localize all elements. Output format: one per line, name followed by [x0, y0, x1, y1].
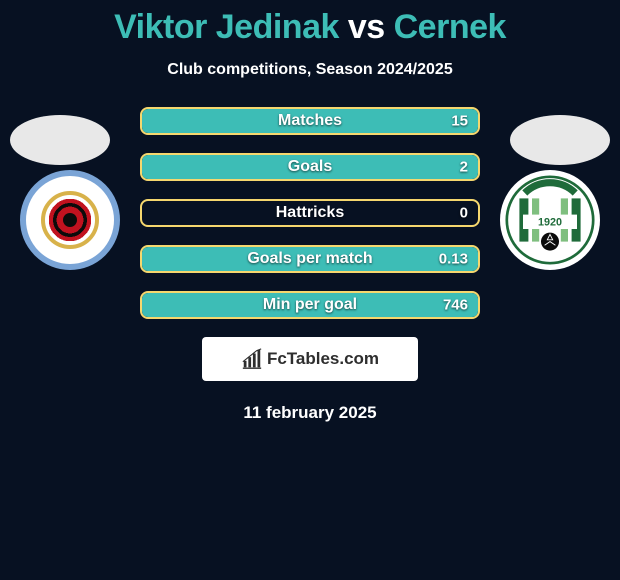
stat-bar: Goals per match 0.13	[140, 245, 480, 273]
subtitle: Club competitions, Season 2024/2025	[0, 61, 620, 79]
stat-label: Goals	[288, 158, 332, 176]
stat-value-right: 0	[460, 205, 468, 222]
date-label: 11 february 2025	[0, 403, 620, 423]
page-title: Viktor Jedinak vs Cernek	[0, 0, 620, 47]
stat-row: Matches 15	[0, 107, 620, 135]
stat-row: Goals per match 0.13	[0, 245, 620, 273]
stat-bar: Goals 2	[140, 153, 480, 181]
stat-value-right: 15	[451, 113, 468, 130]
stat-row: Min per goal 746	[0, 291, 620, 319]
brand-badge: FcTables.com	[202, 337, 418, 381]
player2-name: Cernek	[394, 8, 506, 46]
stat-bar: Matches 15	[140, 107, 480, 135]
stat-bar: Hattricks 0	[140, 199, 480, 227]
stat-bar: Min per goal 746	[140, 291, 480, 319]
stat-row: Hattricks 0	[0, 199, 620, 227]
stat-value-right: 0.13	[439, 251, 468, 268]
stats-panel: Matches 15 Goals 2 Hattricks 0 Goals per match…	[0, 107, 620, 319]
stat-label: Min per goal	[263, 296, 357, 314]
stat-value-right: 746	[443, 297, 468, 314]
stat-value-right: 2	[460, 159, 468, 176]
brand-label: FcTables.com	[267, 349, 379, 369]
player1-name: Viktor Jedinak	[114, 8, 339, 46]
bar-chart-icon	[241, 348, 263, 370]
stat-row: Goals 2	[0, 153, 620, 181]
vs-text: vs	[348, 8, 385, 46]
stat-label: Goals per match	[247, 250, 372, 268]
stat-label: Matches	[278, 112, 342, 130]
stat-label: Hattricks	[276, 204, 344, 222]
